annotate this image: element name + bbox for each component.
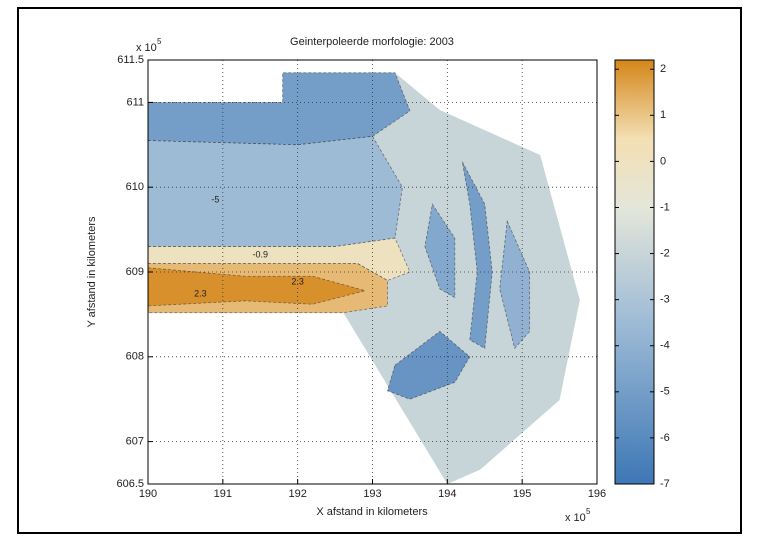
colorbar-tick-label: 1: [660, 109, 666, 121]
y-multiplier-exp: 5: [157, 37, 162, 46]
colorbar-tick-label: 0: [660, 155, 666, 167]
x-tick-label: 194: [438, 488, 456, 500]
contour-label: -0.9: [252, 249, 268, 259]
chart: Geinterpoleerde morfologie: 2003 X afsta…: [0, 0, 758, 541]
x-tick-label: 191: [214, 488, 232, 500]
y-tick-label: 606.5: [116, 478, 144, 490]
contour-label: 2.3: [194, 288, 207, 298]
colorbar-tick-label: -7: [660, 478, 670, 490]
y-tick-label: 609: [126, 266, 144, 278]
x-tick-label: 196: [588, 488, 606, 500]
y-tick-label: 608: [126, 351, 144, 363]
colorbar-tick-label: -5: [660, 386, 670, 398]
y-multiplier: x 10: [136, 42, 157, 54]
x-multiplier: x 10: [565, 512, 586, 524]
colorbar-tick-label: -2: [660, 247, 670, 259]
y-tick-label: 611.5: [117, 54, 144, 66]
colorbar-tick-label: -1: [660, 201, 670, 213]
chart-title: Geinterpoleerde morfologie: 2003: [290, 36, 454, 48]
y-tick-label: 610: [126, 181, 144, 193]
x-tick-label: 195: [513, 488, 531, 500]
x-multiplier-exp: 5: [586, 507, 591, 516]
field-region: [148, 136, 402, 246]
x-tick-label: 192: [288, 488, 306, 500]
colorbar-tick-label: 2: [660, 63, 666, 75]
contour-label: -5: [211, 194, 219, 204]
contour-label: 2.3: [291, 277, 304, 287]
y-tick-label: 607: [126, 436, 144, 448]
colorbar: [615, 60, 654, 484]
y-tick-label: 611: [126, 96, 144, 108]
x-axis-label: X afstand in kilometers: [316, 506, 428, 518]
colorbar-tick-label: -4: [660, 340, 670, 352]
colorbar-tick-label: -6: [660, 432, 670, 444]
colorbar-tick-label: -3: [660, 294, 670, 306]
y-axis-label: Y afstand in kilometers: [86, 216, 98, 328]
x-tick-label: 193: [363, 488, 381, 500]
